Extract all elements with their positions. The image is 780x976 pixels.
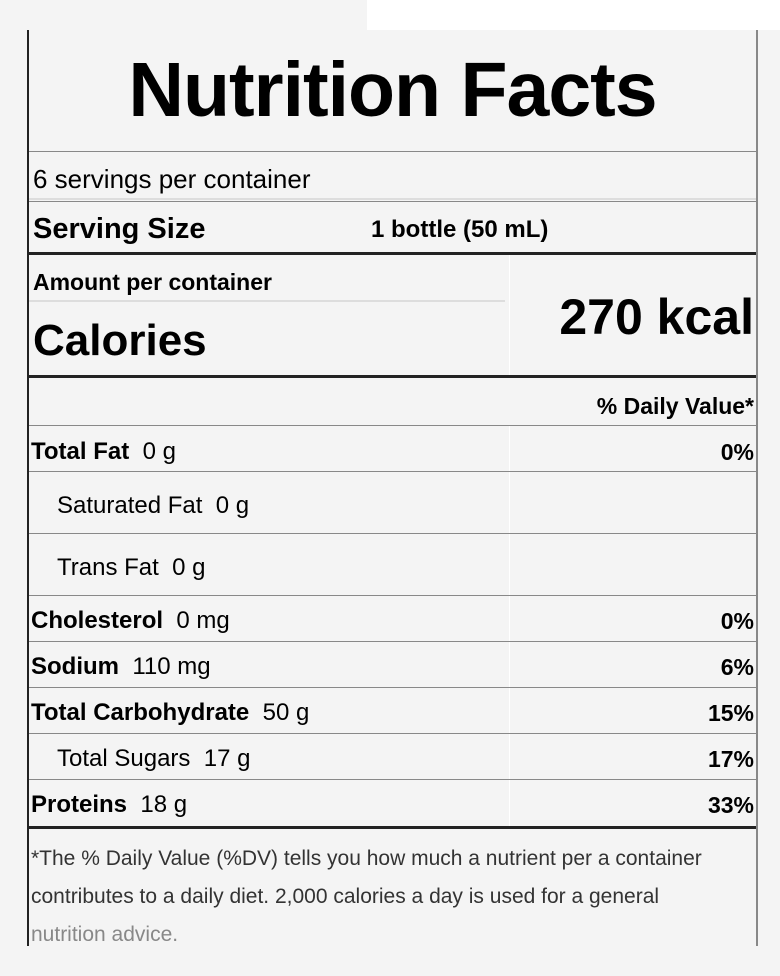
- divider: [29, 687, 756, 688]
- daily-value-header: % Daily Value*: [596, 393, 754, 419]
- divider: [29, 779, 756, 780]
- calories-label: Calories: [33, 316, 207, 365]
- nutrient-name: Saturated Fat 0 g: [57, 492, 250, 519]
- nutrient-daily-value: 6%: [720, 654, 754, 680]
- nutrient-daily-value: 0%: [720, 439, 754, 465]
- servings-per-container: 6 servings per container: [33, 164, 311, 194]
- nutrient-row: Total Sugars 17 g 17%: [29, 744, 756, 774]
- nutrient-row: Proteins 18 g 33%: [29, 790, 756, 820]
- nutrient-name: Proteins 18 g: [31, 791, 188, 818]
- divider: [29, 641, 756, 642]
- serving-size-value: 1 bottle (50 mL): [371, 216, 549, 243]
- divider: [29, 425, 756, 426]
- label-title: Nutrition Facts: [128, 47, 657, 133]
- footnote-line: nutrition advice.: [31, 923, 179, 946]
- nutrient-row: Cholesterol 0 mg 0%: [29, 606, 756, 636]
- nutrient-name: Cholesterol 0 mg: [31, 607, 230, 634]
- calories-value: 270 kcal: [559, 289, 754, 345]
- divider: [29, 471, 756, 472]
- nutrient-name: Total Carbohydrate 50 g: [31, 699, 310, 726]
- nutrient-row: Sodium 110 mg 6%: [29, 652, 756, 682]
- nutrition-label: Nutrition Facts 6 servings per container…: [27, 30, 758, 946]
- column-divider: [509, 255, 510, 375]
- nutrient-row: Total Carbohydrate 50 g 15%: [29, 698, 756, 728]
- nutrient-daily-value: 33%: [707, 792, 754, 818]
- footnote-line: contributes to a daily diet. 2,000 calor…: [31, 885, 660, 908]
- serving-size-label: Serving Size: [33, 213, 206, 245]
- amount-per-container: Amount per container: [33, 269, 272, 295]
- nutrient-daily-value: 0%: [720, 608, 754, 634]
- divider: [29, 201, 756, 202]
- nutrient-name: Trans Fat 0 g: [57, 554, 206, 581]
- divider: [29, 151, 756, 152]
- top-white-strip: [367, 0, 780, 30]
- divider-thick: [29, 252, 756, 255]
- nutrient-row: Total Fat 0 g 0%: [29, 437, 756, 467]
- nutrient-row: Trans Fat 0 g: [29, 553, 756, 583]
- nutrient-name: Total Fat 0 g: [31, 438, 176, 465]
- divider: [29, 300, 505, 302]
- divider: [29, 733, 756, 734]
- nutrient-daily-value: 17%: [707, 746, 754, 772]
- footnote: *The % Daily Value (%DV) tells you how m…: [31, 840, 756, 954]
- divider: [29, 533, 756, 534]
- nutrient-row: Saturated Fat 0 g: [29, 491, 756, 521]
- nutrient-name: Sodium 110 mg: [31, 653, 211, 680]
- divider: [29, 595, 756, 596]
- divider-thick: [29, 375, 756, 378]
- divider-thick: [29, 826, 756, 829]
- footnote-line: *The % Daily Value (%DV) tells you how m…: [31, 847, 702, 870]
- nutrient-daily-value: 15%: [707, 700, 754, 726]
- column-divider: [509, 426, 510, 826]
- divider: [29, 198, 756, 200]
- nutrient-name: Total Sugars 17 g: [57, 745, 251, 772]
